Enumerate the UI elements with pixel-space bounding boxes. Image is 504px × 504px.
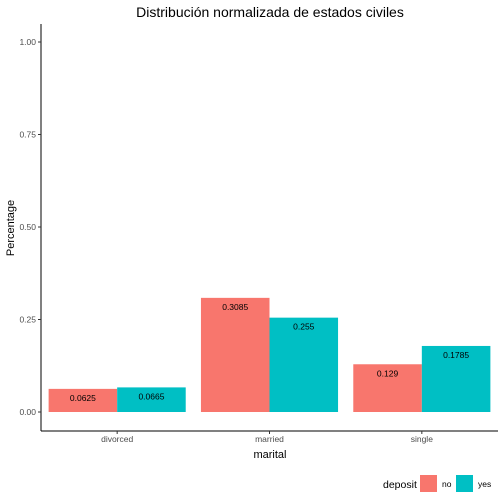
legend-title: deposit [383,479,417,491]
legend-key-yes [456,475,473,492]
x-ticks: divorced married single [101,431,433,444]
legend-key-no [420,475,437,492]
y-tick-label: 0.00 [19,407,36,417]
bar-no-divorced [48,388,118,412]
y-tick-label: 1.00 [19,37,36,47]
chart-title: Distribución normalizada de estados civi… [136,4,404,20]
y-tick-label: 0.50 [19,222,36,232]
data-label: 0.3085 [222,302,248,312]
data-label: 0.129 [377,368,399,378]
x-tick-label: married [255,434,284,444]
bar-yes-divorced [117,387,186,412]
y-ticks: 0.00 0.25 0.50 0.75 1.00 [19,37,41,417]
data-label: 0.255 [293,322,315,332]
y-tick-label: 0.25 [19,315,36,325]
x-tick-label: single [411,434,433,444]
bar-yes-single [421,345,491,412]
legend-label-yes: yes [478,479,491,489]
y-axis-title: Percentage [5,200,17,256]
bar-yes-married [269,317,339,412]
legend: deposit no yes [383,475,491,492]
y-tick-label: 0.75 [19,130,36,140]
x-tick-label: divorced [101,434,133,444]
x-axis-title: marital [253,449,286,461]
bar-no-married [200,297,270,412]
legend-label-no: no [442,479,452,489]
bars: 0.0625 0.0665 0.3085 0.255 0.129 0.1785 [48,297,491,412]
data-label: 0.0625 [70,393,96,403]
bar-no-single [353,364,422,412]
data-label: 0.1785 [443,350,469,360]
data-label: 0.0665 [138,391,164,401]
